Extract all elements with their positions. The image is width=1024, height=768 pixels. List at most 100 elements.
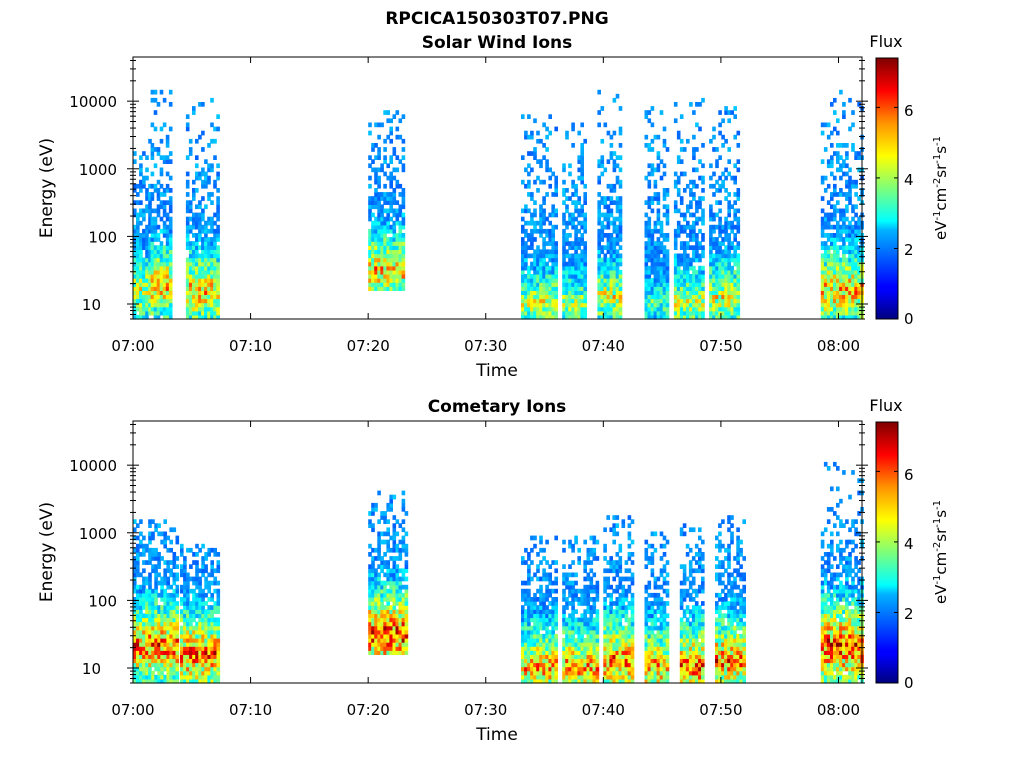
flux-cell [398,220,403,226]
colorbar-tick-label: 6 [904,102,914,120]
flux-cell [548,220,552,226]
flux-cell [195,658,199,664]
flux-cell [530,633,534,639]
flux-cell [145,314,149,320]
flux-cell [715,200,719,205]
flux-cell [530,278,534,283]
flux-cell [198,253,202,259]
flux-cell [727,265,731,271]
flux-cell [659,110,664,115]
flux-cell [395,286,400,291]
flux-cell [521,654,525,659]
flux-cell [730,278,734,283]
flux-cell [836,245,840,250]
flux-cell [371,245,375,250]
flux-cell [386,605,390,610]
flux-cell [142,588,146,594]
flux-cell [554,249,558,255]
flux-cell [145,204,149,210]
flux-cell [597,159,601,164]
flux-cell [653,306,658,312]
flux-cell [709,204,713,210]
flux-cell [142,547,146,553]
flux-cell [712,261,716,267]
flux-cell [521,179,525,185]
flux-cell [204,633,208,639]
flux-cell [679,212,684,218]
flux-cell [527,134,531,140]
flux-cell [175,670,180,676]
flux-cell [198,134,202,140]
flux-cell [644,298,649,304]
flux-cell [207,617,211,623]
flux-cell [389,642,393,647]
flux-cell [733,245,737,250]
flux-cell [154,646,158,651]
flux-cell [377,646,381,651]
flux-cell [718,130,722,136]
flux-cell [606,249,611,255]
flux-cell [157,678,161,684]
flux-cell [686,294,690,300]
flux-cell [839,290,843,295]
flux-cell [380,286,384,291]
flux-cell [398,576,403,582]
flux-cell [192,625,196,631]
flux-cell [662,253,667,259]
flux-cell [542,547,546,553]
flux-cell [656,302,661,308]
flux-cell [404,576,409,582]
flux-cell [160,609,164,614]
flux-cell [153,257,158,263]
flux-cell [836,278,840,283]
flux-cell [183,605,187,610]
flux-cell [701,306,705,312]
flux-cell [554,274,558,279]
flux-cell [377,216,381,222]
flux-cell [188,249,193,255]
flux-cell [600,200,605,205]
flux-cell [820,175,825,181]
flux-cell [380,568,384,574]
flux-cell [554,662,558,668]
flux-cell [554,175,558,181]
flux-cell [618,257,623,263]
flux-cell [189,654,193,659]
flux-cell [551,245,555,250]
flux-cell [192,560,196,565]
flux-cell [142,642,146,647]
flux-cell [830,314,834,320]
flux-cell [679,253,684,259]
flux-cell [383,531,387,537]
flux-cell [539,609,543,614]
flux-cell [548,601,552,606]
flux-cell [571,179,575,185]
flux-cell [568,261,572,267]
flux-cell [686,314,690,320]
flux-cell [395,642,400,647]
flux-cell [644,265,649,271]
flux-cell [395,597,400,602]
flux-cell [568,658,572,664]
flux-cell [204,274,208,279]
flux-cell [392,233,397,238]
flux-cell [533,147,537,152]
flux-cell [172,588,177,594]
flux-cell [548,670,552,676]
flux-cell [650,138,655,144]
flux-cell [730,253,734,259]
flux-cell [603,314,608,320]
flux-cell [368,633,372,639]
flux-cell [133,208,137,214]
flux-cell [136,588,140,594]
flux-cell [653,257,658,263]
flux-cell [386,175,390,181]
flux-cell [656,134,661,140]
flux-cell [650,257,655,263]
flux-cell [386,580,390,586]
flux-cell [148,662,152,668]
flux-cell [142,597,146,602]
flux-cell [618,261,623,267]
flux-cell [689,212,693,218]
flux-cell [545,638,549,643]
